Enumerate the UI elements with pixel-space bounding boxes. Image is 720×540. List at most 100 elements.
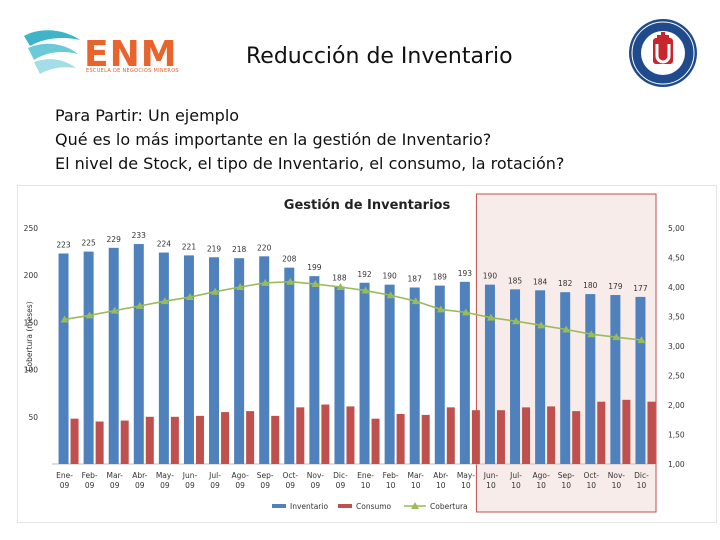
x-tick-label: Abr- [132,471,147,480]
enm-logo-text: ENM [84,34,178,75]
y-left-tick-label: 50 [28,413,38,422]
consumo-bar [572,411,581,464]
x-tick-label-year: 09 [60,481,70,490]
inventario-bar [83,251,94,464]
x-tick-label-year: 09 [286,481,296,490]
x-tick-label: Jul- [509,471,522,480]
x-tick-label-year: 10 [612,481,622,490]
inventario-bar [158,252,169,464]
inventario-data-label: 229 [107,235,122,244]
x-tick-label: Oct- [282,471,298,480]
consumo-bar [195,415,204,464]
y-right-tick-label: 3,50 [668,313,685,322]
cobertura-point [411,297,420,305]
enm-logo: ENM ESCUELA DE NEGOCIOS MINEROS [22,16,182,86]
consumo-bar [597,401,606,464]
cobertura-point [486,313,495,321]
inventario-bar [560,292,571,464]
inventario-data-label: 233 [132,231,147,240]
legend-label-cobertura: Cobertura [430,502,468,511]
cobertura-point [386,291,395,299]
x-tick-label-year: 10 [486,481,496,490]
cobertura-point [236,283,245,290]
consumo-bar [246,411,255,464]
x-tick-label: Ago- [532,471,550,480]
y-right-tick-label: 2,00 [668,401,685,410]
x-tick-label: Oct- [583,471,599,480]
inventario-bar [234,258,245,464]
legend-swatch-inventario [272,504,286,508]
consumo-bar [421,414,430,464]
cobertura-point [286,277,295,285]
inventario-data-label: 188 [332,274,347,283]
cobertura-point [110,306,119,314]
inventario-bar [259,256,270,464]
x-tick-label-year: 09 [135,481,145,490]
inventario-bar [434,285,445,464]
legend-label-consumo: Consumo [356,502,392,511]
inventario-bar [58,253,69,464]
uc-seal-icon [629,19,697,87]
consumo-bar [371,418,380,464]
inventario-data-label: 185 [508,276,523,285]
inventario-bar [334,286,345,464]
cobertura-point [436,305,445,313]
consumo-bar [221,412,230,464]
inventario-bar [309,276,320,464]
inventario-bar [209,257,220,464]
y-right-tick-label: 4,00 [668,283,685,292]
x-tick-label: Dic- [333,471,348,480]
x-tick-label: Nov- [307,471,324,480]
y-right-tick-label: 1,50 [668,431,685,440]
inventario-bar [284,267,295,464]
consumo-bar [547,406,556,464]
inventario-bar [384,284,395,464]
inventario-data-label: 193 [458,269,473,278]
legend-label-inventario: Inventario [290,502,328,511]
x-tick-label: Mar- [408,471,425,480]
inventario-data-label: 190 [483,272,498,281]
cobertura-point [587,330,596,338]
cobertura-point [637,336,646,344]
consumo-bar [321,404,330,464]
inventario-bar [610,295,621,464]
cobertura-point [612,333,621,341]
x-tick-label-year: 10 [461,481,471,490]
consumo-bar [296,407,305,464]
enm-logo-subtitle: ESCUELA DE NEGOCIOS MINEROS [86,68,179,74]
cobertura-point [311,280,320,288]
inventario-bar [510,289,521,464]
consumo-bar [70,418,79,464]
consumo-bar [346,406,355,464]
x-tick-label: Mar- [107,471,124,480]
consumo-bar [647,401,656,464]
legend-marker-cobertura [411,502,419,509]
y-right-tick-label: 4,50 [668,254,685,263]
cobertura-point [512,317,521,325]
inventario-bar [484,284,495,464]
page-title: Reducción de Inventario [246,44,513,69]
x-tick-label: Abr- [433,471,448,480]
y-right-tick-label: 1,00 [668,460,685,469]
inventario-data-label: 189 [433,273,448,282]
x-tick-label-year: 10 [361,481,371,490]
x-tick-label-year: 10 [436,481,446,490]
x-tick-label: Sep- [558,471,575,480]
x-tick-label-year: 10 [561,481,571,490]
x-tick-label-year: 10 [587,481,597,490]
inventario-data-label: 220 [257,243,272,252]
cobertura-point [361,286,370,294]
chart-title: Gestión de Inventarios [284,198,451,213]
cobertura-point [185,293,194,301]
cobertura-point [336,283,345,290]
x-tick-label-year: 09 [336,481,346,490]
cobertura-point [135,301,144,309]
consumo-bar [622,399,631,464]
y-left-tick-label: 250 [24,224,39,233]
x-tick-label: Jun- [483,471,499,480]
inventario-data-label: 224 [157,240,172,249]
cobertura-point [60,315,69,323]
x-tick-label: Jun- [182,471,198,480]
x-tick-label-year: 09 [160,481,170,490]
cobertura-point [461,308,470,316]
